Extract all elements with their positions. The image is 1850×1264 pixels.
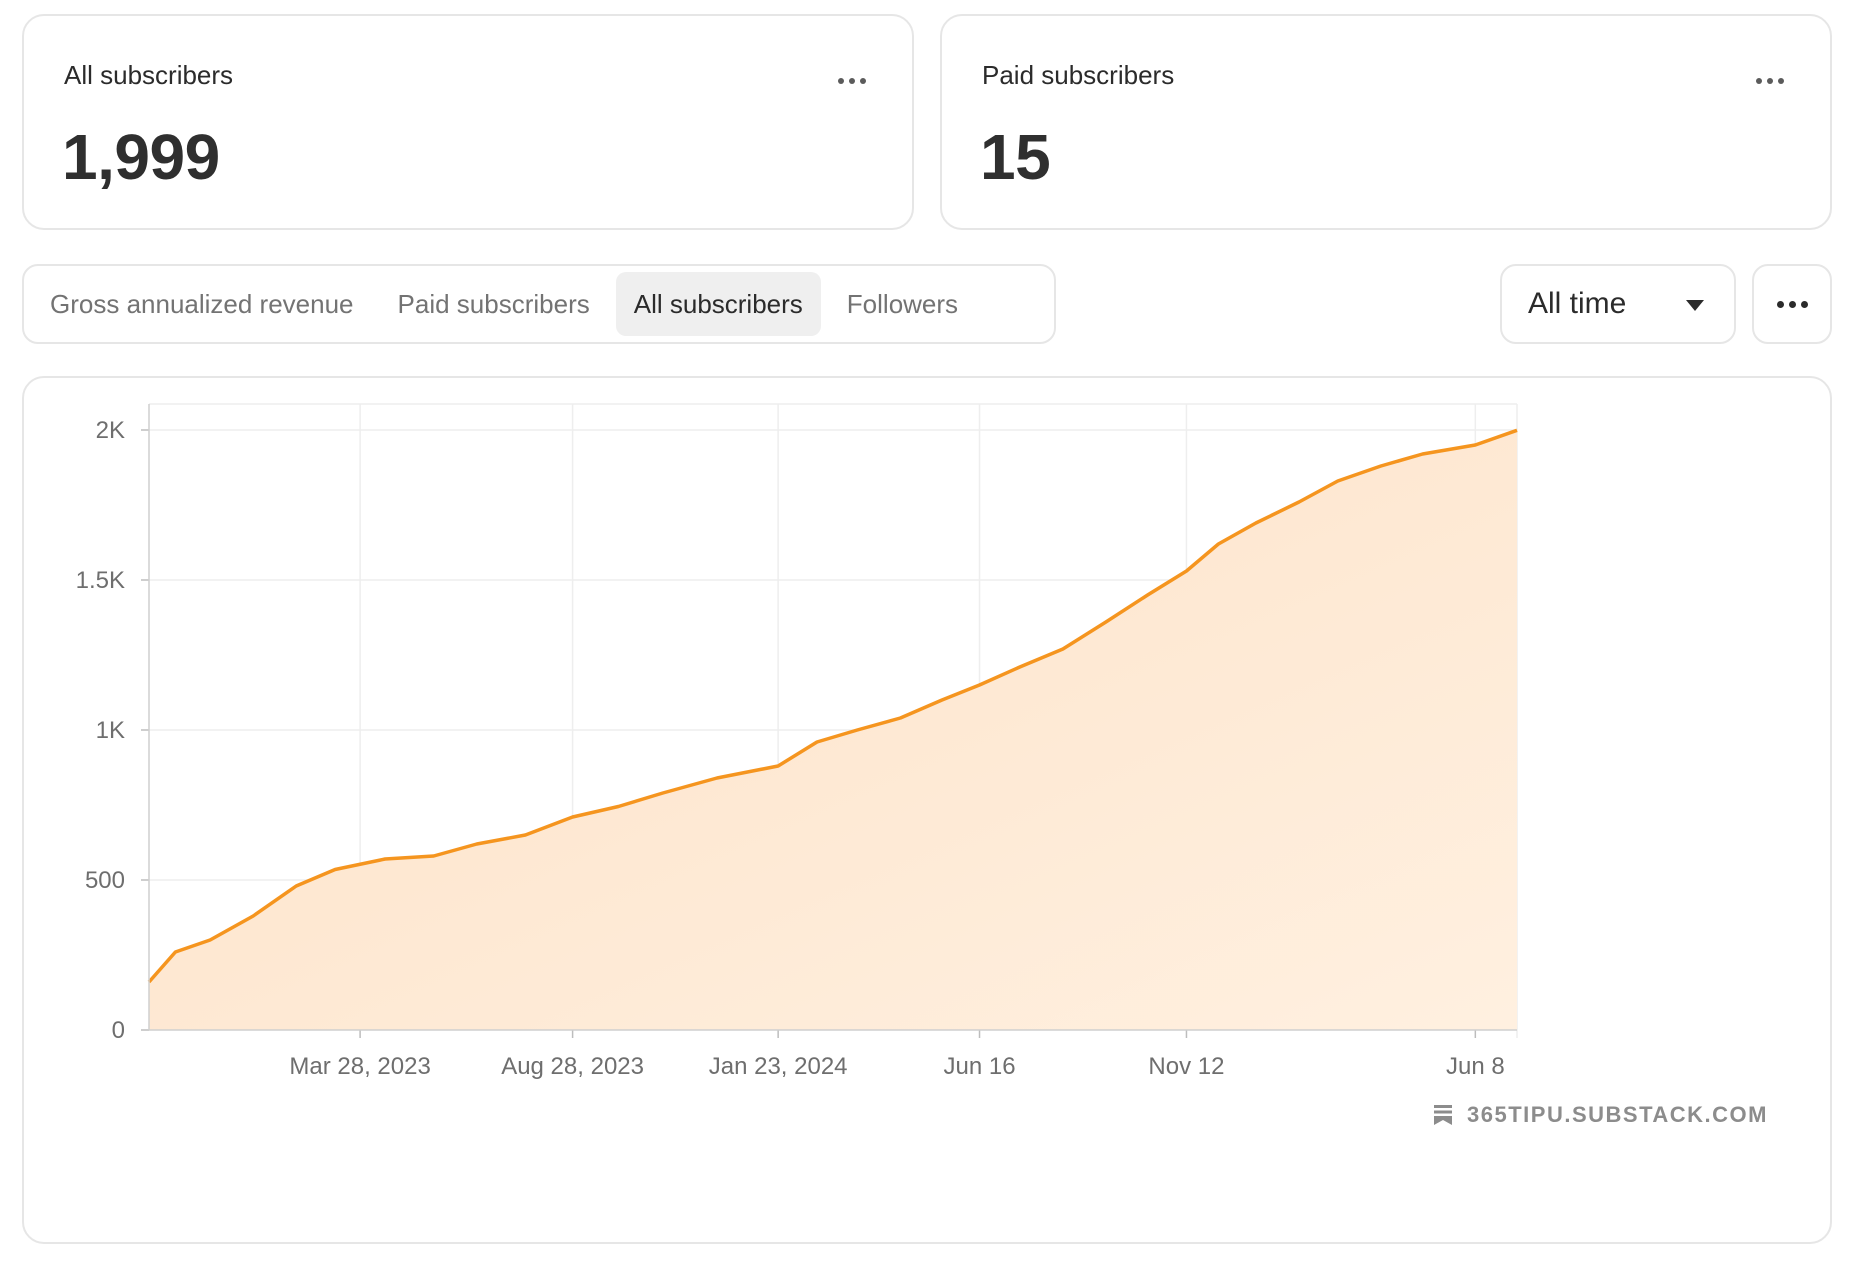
tab-paid-subscribers[interactable]: Paid subscribers	[397, 288, 590, 319]
subscribers-chart: 0 500 1K 1.5K 2K Mar 28, 2023 Aug 28, 2023 Jan …	[76, 403, 1518, 1080]
x-tick-label: Jun 8	[1446, 1053, 1505, 1080]
y-tick-label: 1.5K	[76, 567, 125, 594]
paid-subscribers-value: 15	[980, 121, 1051, 193]
card-more-icon[interactable]	[838, 78, 866, 84]
series-line	[147, 428, 1518, 984]
time-range-value: All time	[1528, 287, 1627, 320]
tab-all-subscribers[interactable]: All subscribers	[615, 272, 821, 336]
y-tick-label: 0	[112, 1017, 125, 1044]
dot	[1778, 78, 1784, 84]
paid-subscribers-card: Paid subscribers 15	[940, 14, 1832, 230]
watermark-text: 365TIPU.SUBSTACK.COM	[1467, 1102, 1768, 1127]
dot	[849, 78, 855, 84]
substack-logo-icon	[1434, 1105, 1453, 1125]
caret-down-icon	[1686, 300, 1704, 311]
dot	[1800, 300, 1808, 308]
time-range-select[interactable]: All time	[1500, 264, 1736, 344]
y-tick-label: 500	[85, 867, 125, 894]
x-tick-label: Mar 28, 2023	[289, 1053, 430, 1080]
dot	[860, 78, 866, 84]
y-tick-label: 1K	[96, 717, 125, 744]
dot	[838, 78, 844, 84]
chart-area	[147, 428, 1518, 1030]
x-tick-label: Jan 23, 2024	[709, 1053, 848, 1080]
publication-watermark: 365TIPU.SUBSTACK.COM	[1433, 1102, 1768, 1128]
x-tick-label: Aug 28, 2023	[501, 1053, 644, 1080]
dot	[1756, 78, 1762, 84]
x-tick-label: Nov 12	[1148, 1053, 1224, 1080]
card-more-icon[interactable]	[1756, 78, 1784, 84]
dot	[1767, 78, 1773, 84]
chart-more-button[interactable]	[1752, 264, 1832, 344]
area-fill	[149, 430, 1517, 1030]
dot	[1776, 300, 1784, 308]
subscribers-chart-card: 0 500 1K 1.5K 2K Mar 28, 2023 Aug 28, 2023 Jan …	[22, 376, 1832, 1244]
tab-followers[interactable]: Followers	[846, 288, 959, 319]
all-subscribers-card: All subscribers 1,999	[22, 14, 914, 230]
chart-axes	[141, 404, 1517, 1038]
chart-tick-labels: 0 500 1K 1.5K 2K Mar 28, 2023 Aug 28, 2023 Jan …	[76, 417, 1505, 1080]
metric-tabs: Gross annualized revenue Paid subscriber…	[22, 264, 1056, 344]
tab-gross-annualized-revenue[interactable]: Gross annualized revenue	[50, 288, 354, 319]
y-tick-label: 2K	[96, 417, 125, 444]
all-subscribers-label: All subscribers	[64, 60, 234, 90]
all-subscribers-value: 1,999	[62, 121, 220, 193]
x-tick-label: Jun 16	[943, 1053, 1015, 1080]
paid-subscribers-label: Paid subscribers	[982, 60, 1175, 90]
dot	[1788, 300, 1796, 308]
